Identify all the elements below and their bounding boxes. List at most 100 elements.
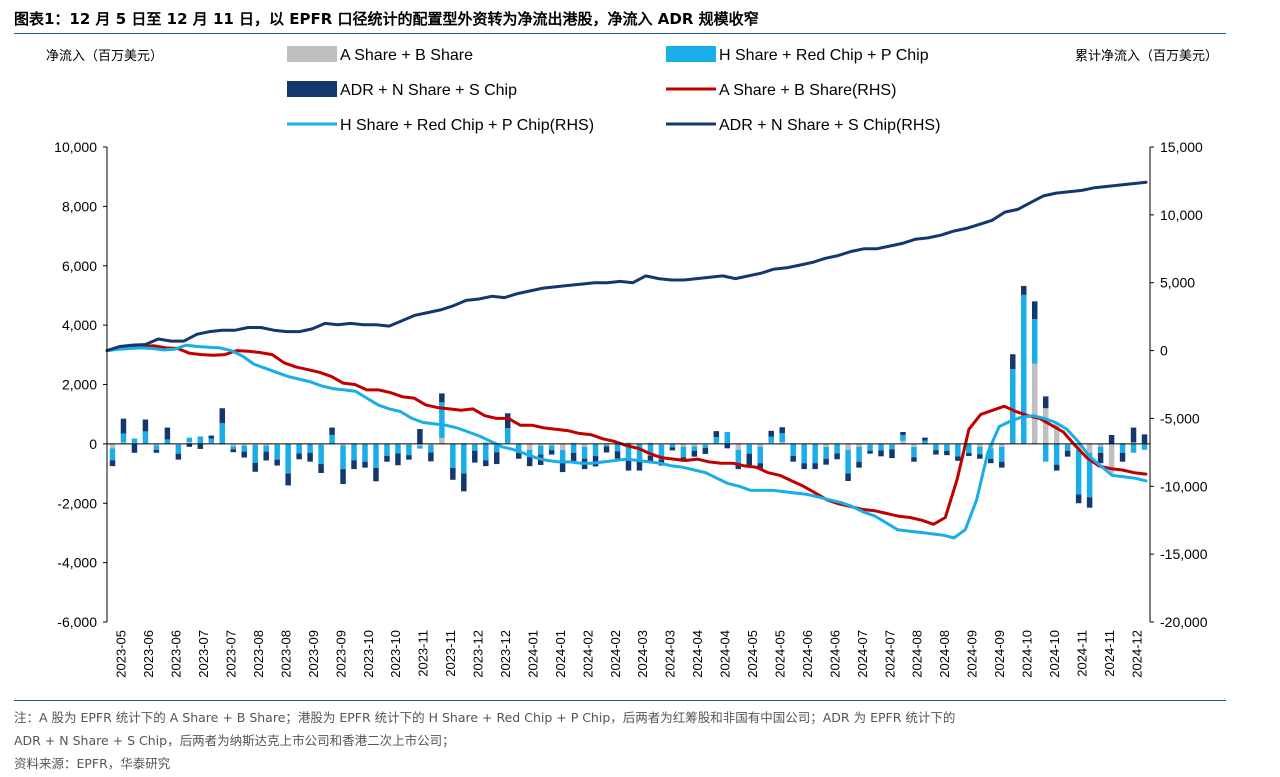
bar-segment-adr	[603, 446, 610, 453]
bar-segment-h-share	[900, 434, 906, 441]
bar-segment-a-share	[1053, 423, 1060, 444]
x-axis-tick-label: 2023-12	[498, 630, 513, 678]
bar-segment-adr	[483, 460, 489, 467]
bar-segment-a-share	[768, 442, 774, 444]
bar-segment-a-share	[845, 443, 851, 450]
bar-segment-h-share	[966, 444, 972, 454]
bar-segment-a-share	[735, 443, 742, 450]
bar-segment-adr	[1108, 434, 1115, 444]
bar-segment-adr	[735, 463, 742, 470]
bar-segment-adr	[296, 453, 302, 460]
bar-segment-h-share	[812, 443, 818, 464]
x-axis-tick-label: 2024-11	[1102, 630, 1117, 677]
bar-segment-a-share	[153, 443, 160, 446]
bar-segment-adr	[592, 456, 599, 467]
bar-segment-adr	[439, 393, 445, 403]
bar-segment-h-share	[296, 444, 302, 454]
x-axis-tick-label: 2023-11	[416, 630, 431, 677]
bar-segment-adr	[109, 460, 116, 467]
bar-segment-h-share	[318, 444, 324, 465]
bar-segment-adr	[845, 473, 851, 481]
bar-segment-h-share	[351, 443, 357, 461]
bar-segment-h-share	[625, 443, 632, 459]
bar-segment-adr	[636, 460, 643, 471]
bar-segment-a-share	[1075, 443, 1082, 450]
bar-segment-h-share	[494, 444, 500, 453]
bar-segment-h-share	[241, 445, 247, 452]
x-axis-tick-label: 2024-04	[690, 630, 705, 678]
bar-segment-h-share	[933, 444, 939, 451]
bar-segment-h-share	[373, 444, 379, 468]
bar-segment-adr	[834, 453, 840, 460]
bar-segment-h-share	[120, 433, 127, 443]
adr-cumulative-line	[105, 180, 1148, 353]
bar-segment-a-share	[581, 443, 588, 447]
bar-segment-adr	[1031, 301, 1038, 320]
bar-segment-a-share	[603, 443, 610, 446]
x-axis-tick-label: 2024-02	[580, 630, 595, 678]
x-axis-tick-label: 2024-07	[882, 630, 897, 678]
bar-segment-h-share	[504, 428, 511, 443]
bar-segment-h-share	[1010, 369, 1016, 444]
left-axis-tick-label: -2,000	[57, 495, 97, 511]
x-axis-tick-label: 2024-03	[635, 630, 650, 678]
bar-segment-adr	[504, 413, 511, 429]
bar-segment-h-share	[570, 443, 577, 453]
bar-segment-adr	[900, 432, 906, 435]
x-axis-tick-label: 2023-10	[388, 630, 403, 678]
bar-segment-adr	[856, 461, 862, 468]
bar-segment-h-share	[263, 445, 269, 452]
bar-segment-adr	[669, 447, 676, 451]
legend: A Share + B Share H Share + Red Chip + P …	[287, 46, 940, 134]
bar-segment-h-share	[548, 445, 555, 451]
bar-segment-a-share	[900, 440, 906, 444]
bar-segment-adr	[241, 451, 247, 458]
bar-segment-h-share	[450, 444, 456, 468]
bar-segment-h-share	[867, 444, 873, 451]
bar-segment-adr	[318, 464, 324, 473]
x-axis-tick-label: 2023-07	[224, 630, 239, 678]
bar-segment-adr	[911, 457, 917, 462]
bar-segment-h-share	[164, 439, 171, 444]
bar-segment-adr	[252, 462, 258, 472]
bar-segment-a-share	[856, 443, 862, 447]
bar-segment-adr	[494, 452, 500, 465]
bar-segment-h-share	[691, 446, 698, 451]
bar-segment-adr	[461, 473, 467, 492]
bar-segment-h-share	[702, 445, 709, 449]
source-line: 资料来源：EPFR，华泰研究	[14, 756, 171, 771]
bar-segment-adr	[1141, 434, 1148, 444]
bar-segment-a-share	[120, 442, 127, 444]
bar-segment-adr	[614, 451, 621, 459]
bar-segment-h-share	[735, 449, 742, 464]
bar-segment-adr	[1064, 450, 1071, 457]
left-axis-tick-label: 2,000	[62, 377, 97, 393]
bar-segment-h-share	[461, 443, 467, 474]
bar-segment-adr	[878, 450, 884, 457]
bar-segment-h-share	[274, 444, 280, 460]
bar-segment-h-share	[515, 443, 522, 453]
bar-segment-a-share	[1108, 443, 1115, 474]
bar-segment-h-share	[526, 449, 533, 458]
bar-segment-h-share	[790, 443, 796, 456]
bar-segment-adr	[757, 463, 763, 470]
bar-segment-adr	[219, 408, 226, 424]
bar-segment-a-share	[779, 442, 785, 444]
bar-segment-h-share	[592, 444, 599, 457]
bar-segment-h-share	[680, 446, 687, 458]
bar-segment-h-share	[230, 446, 237, 450]
bar-segment-a-share	[428, 443, 434, 446]
bar-segment-adr	[142, 419, 149, 432]
bar-segment-adr	[274, 459, 280, 466]
x-axis-tick-label: 2024-06	[800, 630, 815, 678]
bar-segment-adr	[175, 453, 182, 460]
bar-segment-h-share	[757, 446, 763, 464]
bar-segment-adr	[153, 449, 160, 453]
bar-segment-h-share	[922, 440, 928, 444]
right-axis-tick-label: -10,000	[1160, 478, 1208, 494]
bar-segment-h-share	[1020, 294, 1027, 444]
bar-segment-h-share	[362, 443, 368, 462]
legend-swatch	[666, 46, 716, 62]
left-axis-tick-label: -6,000	[57, 614, 97, 630]
right-axis-tick-label: 15,000	[1160, 139, 1203, 155]
